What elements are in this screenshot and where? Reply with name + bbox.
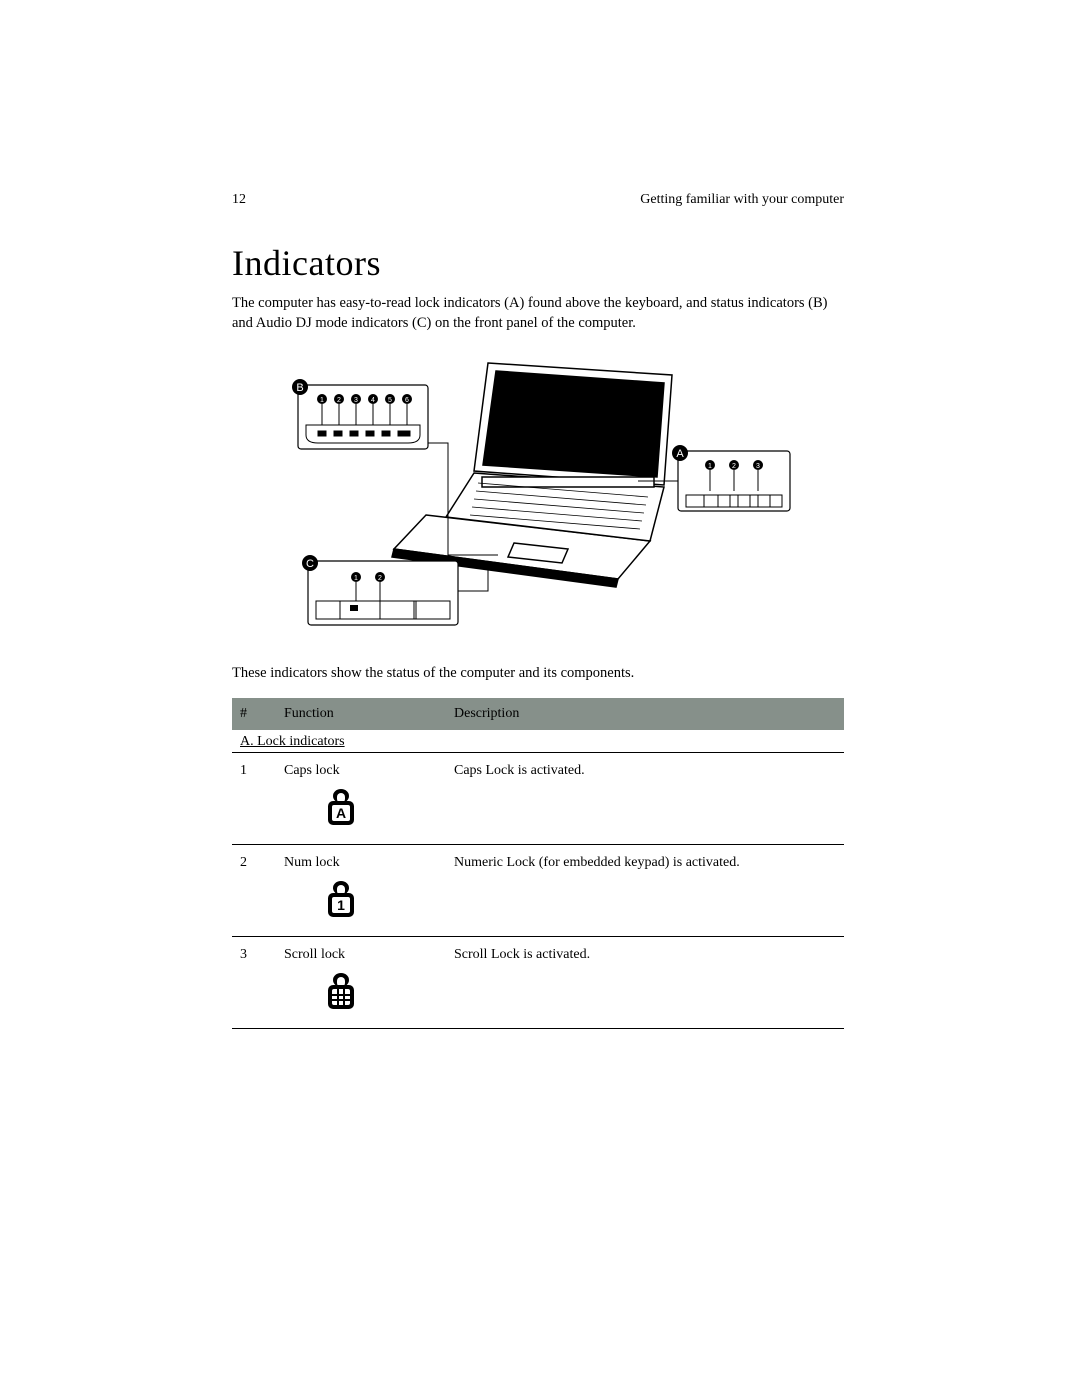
svg-text:C: C	[306, 558, 314, 570]
lock-icon: 1	[324, 879, 358, 921]
intro-paragraph: The computer has easy-to-read lock indic…	[232, 294, 844, 333]
table-header-row: # Function Description	[232, 698, 844, 730]
svg-text:3: 3	[756, 463, 760, 470]
row-number: 3	[232, 937, 276, 1029]
row-description: Numeric Lock (for embedded keypad) is ac…	[446, 845, 844, 937]
svg-text:4: 4	[371, 397, 375, 404]
col-number-header: #	[232, 698, 276, 730]
svg-text:A: A	[336, 805, 346, 821]
row-function: Num lock1	[276, 845, 446, 937]
table-row: 1Caps lockACaps Lock is activated.	[232, 753, 844, 845]
svg-text:2: 2	[337, 397, 341, 404]
scroll-lock-icon	[324, 971, 358, 1013]
svg-text:A: A	[676, 448, 684, 460]
chapter-title: Getting familiar with your computer	[640, 192, 844, 208]
svg-text:2: 2	[732, 463, 736, 470]
indicators-table: # Function Description A. Lock indicator…	[232, 698, 844, 1029]
table-section-row: A. Lock indicators	[232, 730, 844, 753]
table-row: 2Num lock1Numeric Lock (for embedded key…	[232, 845, 844, 937]
row-description: Caps Lock is activated.	[446, 753, 844, 845]
svg-text:5: 5	[388, 397, 392, 404]
svg-text:1: 1	[354, 575, 358, 582]
row-number: 1	[232, 753, 276, 845]
svg-text:6: 6	[405, 397, 409, 404]
row-function: Scroll lock	[276, 937, 446, 1029]
row-description: Scroll Lock is activated.	[446, 937, 844, 1029]
row-number: 2	[232, 845, 276, 937]
figure-caption: These indicators show the status of the …	[232, 665, 844, 682]
running-head: 12 Getting familiar with your computer	[232, 192, 844, 208]
page-title: Indicators	[232, 242, 844, 284]
svg-text:2: 2	[378, 575, 382, 582]
svg-text:3: 3	[354, 397, 358, 404]
section-label: A. Lock indicators	[240, 734, 345, 749]
col-function-header: Function	[276, 698, 446, 730]
svg-text:1: 1	[337, 897, 345, 913]
lock-icon: A	[324, 787, 358, 829]
svg-text:1: 1	[708, 463, 712, 470]
laptop-indicators-figure: B 1 2 3 4 5 6	[278, 345, 798, 645]
svg-text:1: 1	[320, 397, 324, 404]
row-function: Caps lockA	[276, 753, 446, 845]
table-row: 3Scroll lockScroll Lock is activated.	[232, 937, 844, 1029]
svg-text:B: B	[296, 382, 303, 394]
page-number: 12	[232, 192, 246, 208]
col-description-header: Description	[446, 698, 844, 730]
